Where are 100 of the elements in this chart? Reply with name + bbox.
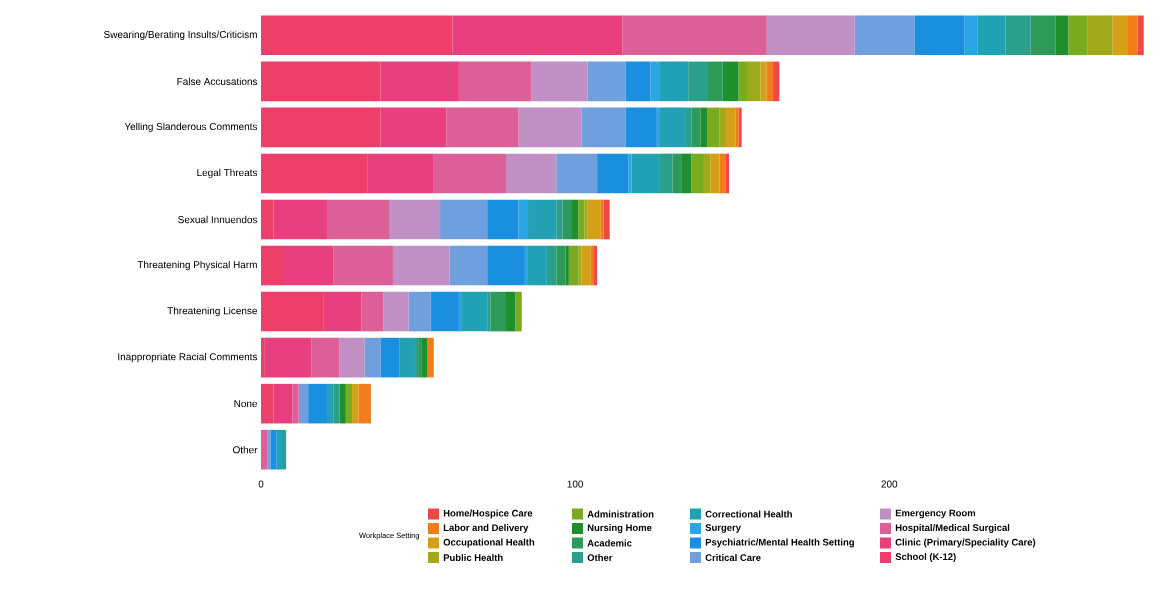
- bar: [578, 245, 582, 286]
- bar: [421, 337, 428, 378]
- legend-label: Labor and Delivery: [443, 524, 529, 533]
- bar: [546, 245, 557, 286]
- y-tick-label: Legal Threats: [197, 168, 258, 179]
- bar: [773, 61, 780, 102]
- bar: [380, 61, 459, 102]
- bar: [1112, 15, 1129, 56]
- bar: [273, 199, 327, 240]
- x-tick-label: 200: [881, 480, 898, 488]
- bar: [625, 107, 657, 148]
- bar: [584, 199, 588, 240]
- bar: [656, 107, 660, 148]
- legend-label: School (K-12): [895, 553, 956, 562]
- bar: [282, 429, 287, 470]
- bar: [1030, 15, 1056, 56]
- bar: [364, 337, 381, 378]
- bar: [659, 61, 689, 102]
- bar: [326, 383, 334, 424]
- bar: [725, 107, 736, 148]
- bar: [506, 153, 557, 194]
- bar: [518, 107, 582, 148]
- bar: [433, 153, 507, 194]
- bar: [766, 61, 774, 102]
- legend-label: Public Health: [443, 554, 503, 561]
- bar: [440, 199, 488, 240]
- bar: [659, 153, 673, 194]
- bar: [556, 199, 563, 240]
- bar: [367, 153, 434, 194]
- bar: [462, 291, 488, 332]
- bar: [261, 199, 274, 240]
- bar: [458, 291, 463, 332]
- bar: [487, 199, 519, 240]
- y-tick-label: Swearing/Berating Insults/Criticism: [104, 30, 257, 40]
- bar: [273, 383, 293, 424]
- bar: [650, 61, 660, 102]
- y-tick-label: Yelling Slanderous Comments: [124, 122, 258, 133]
- bar: [700, 107, 708, 148]
- bar: [593, 245, 598, 286]
- legend-label: Surgery: [705, 524, 741, 533]
- bar: [339, 383, 346, 424]
- bar: [587, 61, 626, 102]
- bar: [452, 15, 623, 56]
- bar: [1128, 15, 1138, 56]
- bar: [408, 291, 431, 332]
- bar: [556, 245, 566, 286]
- bar: [622, 15, 767, 56]
- bar: [631, 153, 660, 194]
- bar: [383, 291, 409, 332]
- bar: [691, 107, 701, 148]
- bar: [487, 245, 525, 286]
- bar: [672, 153, 682, 194]
- bar: [854, 15, 915, 56]
- legend-label: Clinic (Primary/Speciality Care): [895, 538, 1036, 548]
- bar: [681, 153, 692, 194]
- bar: [597, 153, 629, 194]
- y-tick-label: Sexual Innuendos: [178, 215, 258, 224]
- bar: [691, 153, 704, 194]
- bar: [358, 383, 371, 424]
- bar: [261, 337, 265, 378]
- bar: [414, 337, 419, 378]
- bar: [333, 383, 340, 424]
- bar: [261, 245, 283, 286]
- bar: [685, 107, 692, 148]
- bar: [1087, 15, 1113, 56]
- bar: [333, 245, 393, 286]
- bar: [719, 153, 726, 194]
- x-tick-label: 100: [567, 480, 584, 488]
- bar: [490, 291, 507, 332]
- bar: [603, 199, 610, 240]
- y-tick-label: Inappropriate Racial Comments: [118, 352, 258, 363]
- bar: [707, 61, 723, 102]
- legend-label: Academic: [587, 539, 632, 547]
- legend-label: Hospital/Medical Surgical: [895, 524, 1010, 533]
- bar: [766, 15, 855, 56]
- bar: [380, 337, 400, 378]
- y-tick-label: Threatening License: [167, 306, 258, 317]
- legend-label: Administration: [587, 510, 654, 518]
- legend-label: Nursing Home: [587, 524, 652, 533]
- bar: [276, 429, 283, 470]
- y-tick-label: False Accusations: [177, 77, 258, 86]
- bar: [418, 337, 422, 378]
- bar: [261, 153, 368, 194]
- legend-label: Psychiatric/Mental Health Setting: [705, 538, 854, 548]
- bar: [1055, 15, 1069, 56]
- legend-label: Other: [587, 554, 613, 561]
- bar: [581, 245, 591, 286]
- legend-label: Critical Care: [705, 554, 761, 561]
- legend-label: Emergency Room: [895, 509, 976, 519]
- bar: [977, 15, 1006, 56]
- bar: [261, 107, 381, 148]
- bar: [531, 61, 588, 102]
- bar: [446, 107, 519, 148]
- bar: [261, 383, 274, 424]
- bar: [703, 153, 711, 194]
- bar: [556, 153, 598, 194]
- bar: [380, 107, 447, 148]
- bar: [719, 107, 726, 148]
- bar: [572, 199, 579, 240]
- bar: [261, 429, 268, 470]
